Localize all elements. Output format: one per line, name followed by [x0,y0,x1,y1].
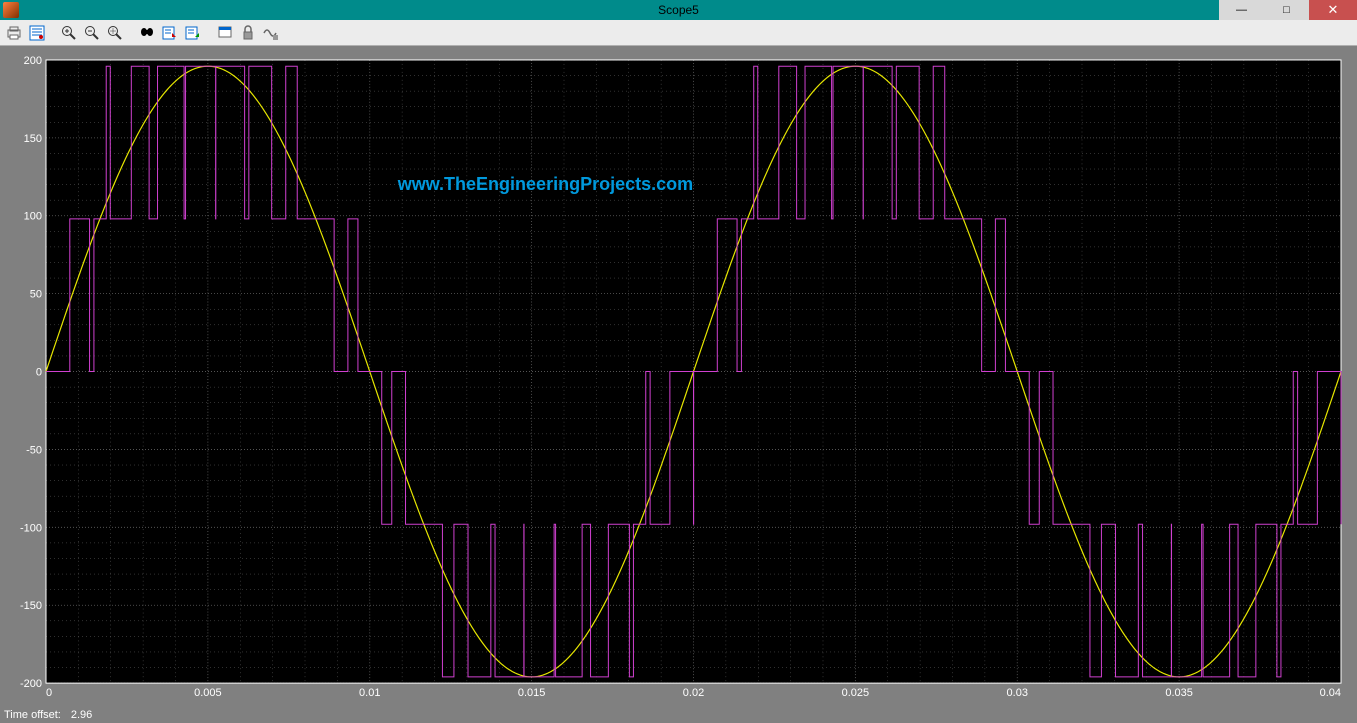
autoscale-icon[interactable] [137,23,157,43]
time-offset-label: Time offset: [4,709,61,721]
svg-text:0.035: 0.035 [1165,687,1193,699]
svg-text:0.01: 0.01 [359,687,380,699]
window-title: Scope5 [658,3,699,17]
svg-text:-50: -50 [26,444,42,456]
print-icon[interactable] [4,23,24,43]
svg-text:150: 150 [24,133,42,145]
statusbar: Time offset: 2.96 [0,707,1357,723]
svg-text:0.005: 0.005 [194,687,222,699]
svg-text:0.02: 0.02 [683,687,704,699]
floating-icon[interactable] [215,23,235,43]
svg-text:0: 0 [36,367,42,379]
plot-container: 0 0.005 0.01 0.015 0.02 0.025 0.03 0.035 0.04 -20… [0,46,1357,707]
titlebar: Scope5 — □ ✕ [0,0,1357,20]
svg-text:-150: -150 [20,600,42,612]
svg-text:50: 50 [30,289,42,301]
signal-select-icon[interactable] [261,23,281,43]
svg-text:0.025: 0.025 [842,687,870,699]
svg-text:0.04: 0.04 [1320,687,1341,699]
minimize-button[interactable]: — [1219,0,1264,20]
close-button[interactable]: ✕ [1309,0,1357,20]
svg-text:-100: -100 [20,522,42,534]
svg-text:-200: -200 [20,678,42,690]
svg-text:100: 100 [24,211,42,223]
svg-text:0.03: 0.03 [1007,687,1028,699]
plot-area[interactable]: 0 0.005 0.01 0.015 0.02 0.025 0.03 0.035 0.04 -20… [10,54,1347,703]
save-config-icon[interactable] [160,23,180,43]
time-offset-value: 2.96 [71,709,92,721]
toolbar [0,20,1357,46]
maximize-button[interactable]: □ [1264,0,1309,20]
svg-text:0: 0 [46,687,52,699]
zoom-xy-icon[interactable] [105,23,125,43]
restore-config-icon[interactable] [183,23,203,43]
scope-chart: 0 0.005 0.01 0.015 0.02 0.025 0.03 0.035 0.04 -20… [10,54,1347,703]
window-controls: — □ ✕ [1219,0,1357,20]
svg-text:0.015: 0.015 [518,687,546,699]
zoom-out-icon[interactable] [82,23,102,43]
zoom-in-icon[interactable] [59,23,79,43]
lock-icon[interactable] [238,23,258,43]
svg-text:200: 200 [24,55,42,67]
app-icon [3,2,19,18]
parameters-icon[interactable] [27,23,47,43]
